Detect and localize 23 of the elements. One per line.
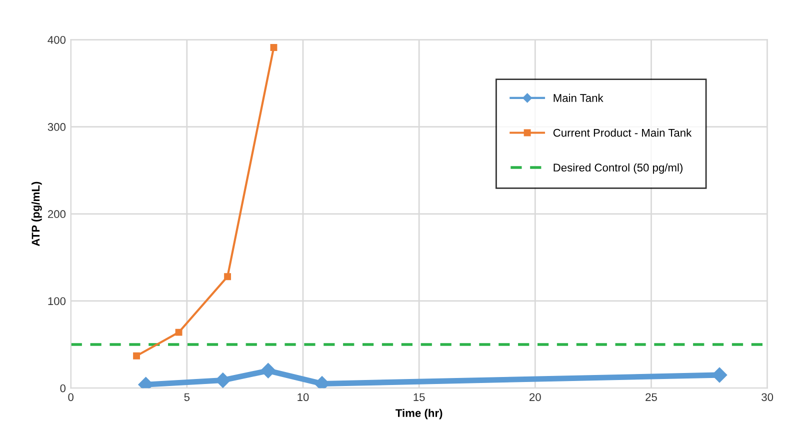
x-tick-label: 0	[68, 393, 74, 402]
x-tick-label: 25	[646, 393, 657, 402]
point	[224, 273, 232, 280]
y-tick-label: 400	[48, 36, 66, 44]
y-axis-title: ATP (pg/mL)	[31, 182, 42, 246]
x-tick-label: 5	[184, 393, 190, 402]
x-tick-label: 20	[530, 393, 541, 402]
x-tick-label: 15	[414, 393, 425, 402]
x-tick-label: 10	[298, 393, 309, 402]
point	[215, 372, 230, 388]
y-tick-label: 100	[48, 297, 66, 306]
legend-label: Desired Control (50 pg/ml)	[554, 163, 682, 174]
x-axis-title: Time (hr)	[396, 408, 442, 420]
y-tick-label: 200	[48, 210, 66, 218]
legend-label: Current Product - Main Tank	[553, 128, 692, 137]
y-tick-label: 0	[60, 384, 66, 392]
x-tick-label: 30	[762, 393, 774, 402]
point	[175, 328, 182, 336]
point	[270, 44, 278, 51]
y-tick-label: 300	[48, 123, 66, 131]
legend-label: Main Tank	[554, 94, 604, 102]
point	[260, 363, 276, 378]
point	[133, 352, 140, 360]
